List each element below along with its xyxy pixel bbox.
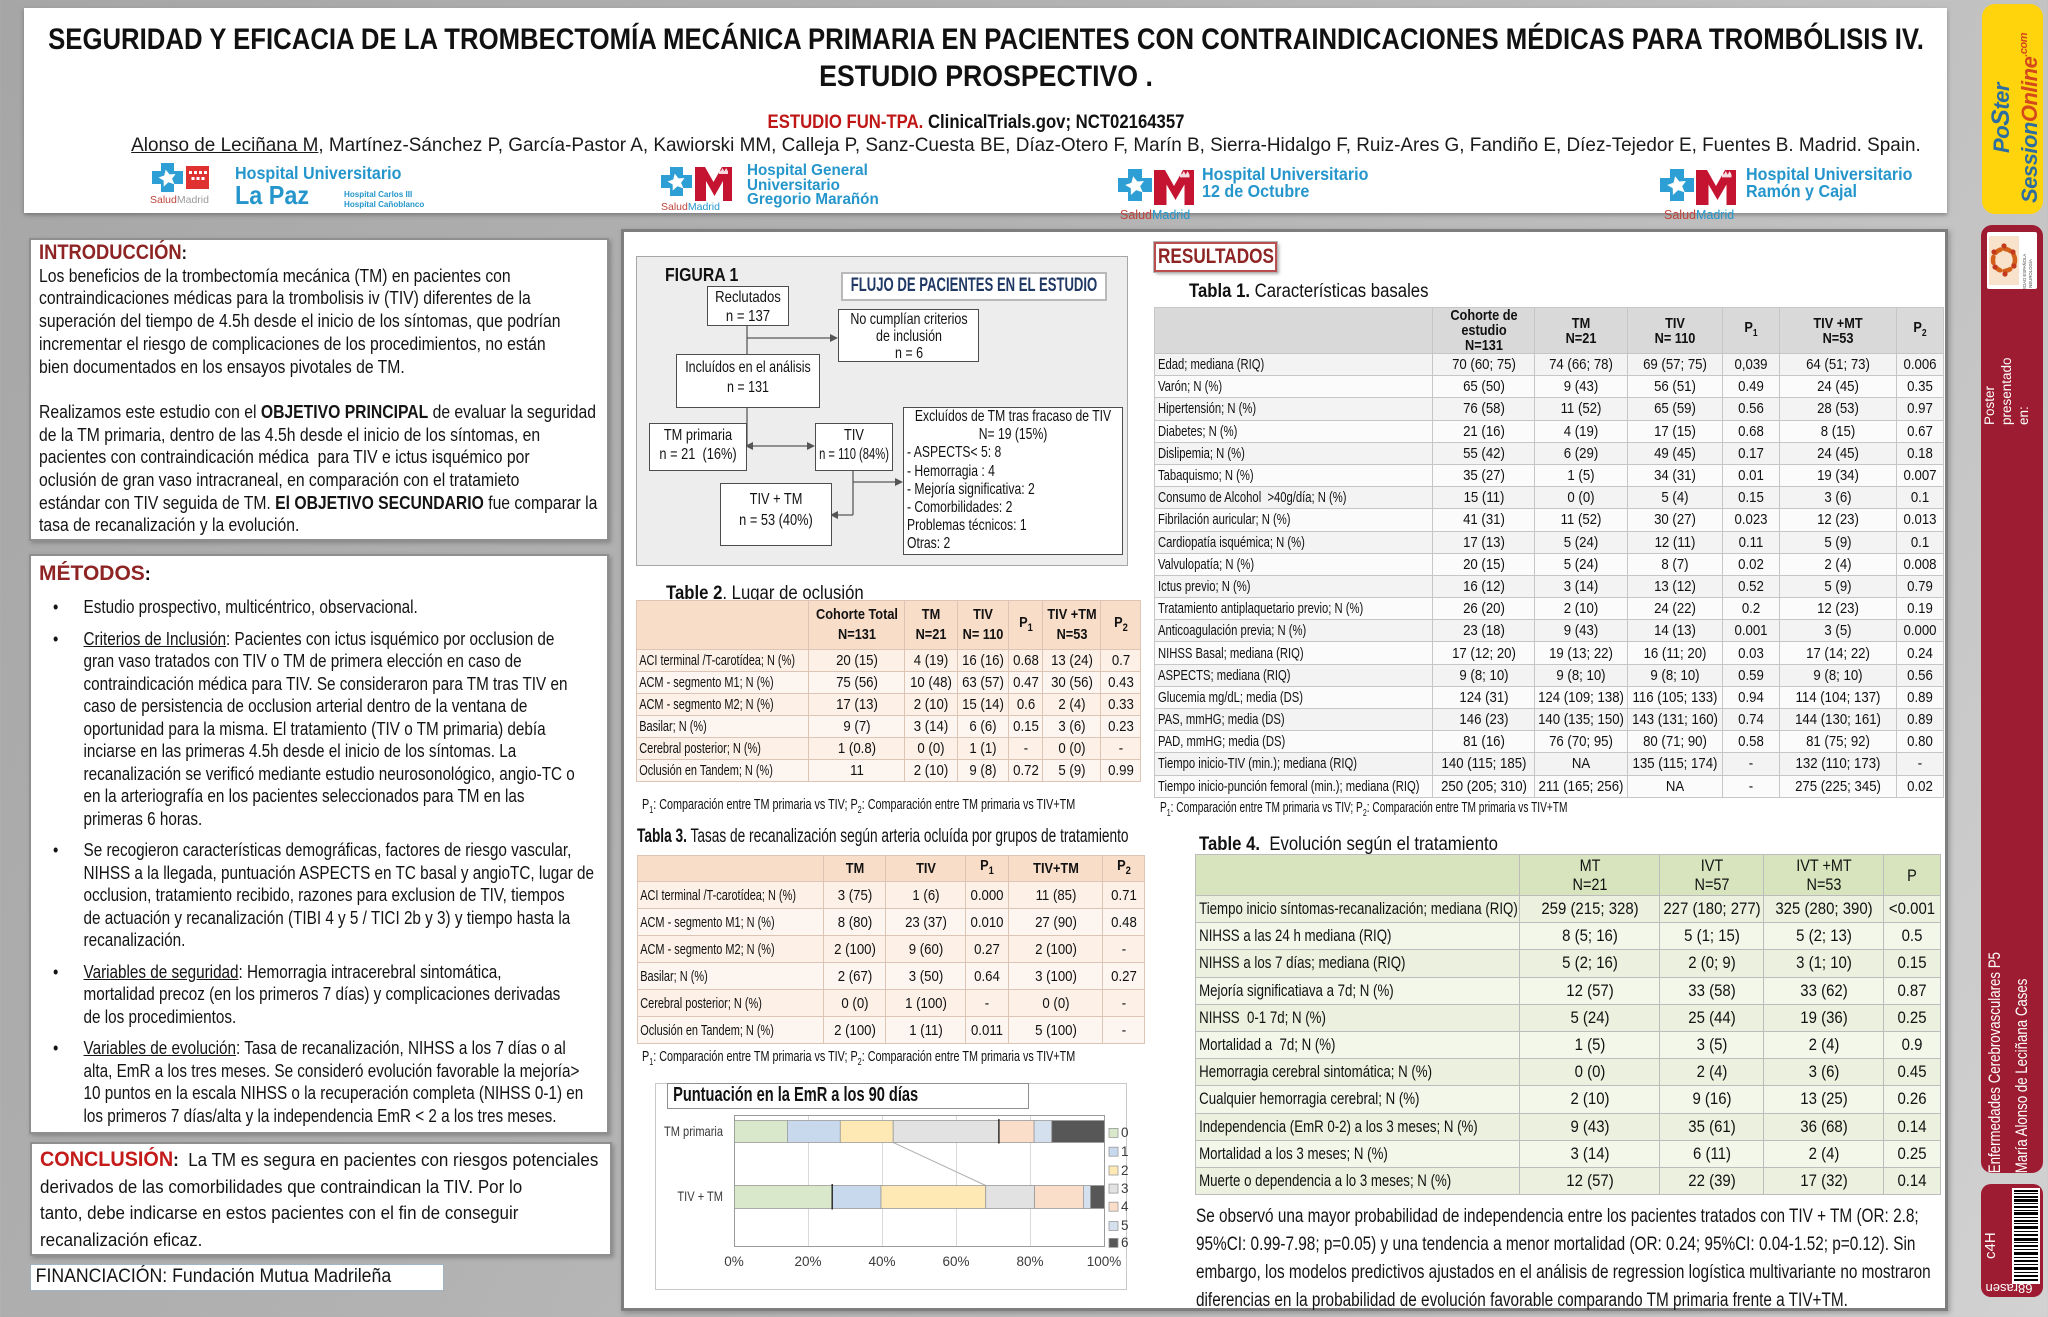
svg-text:TM primaria: TM primaria (664, 1124, 723, 1139)
svg-text:6: 6 (1121, 1235, 1129, 1250)
svg-text:0: 0 (1121, 1125, 1129, 1140)
svg-text:20%: 20% (794, 1254, 821, 1269)
svg-text:0%: 0% (724, 1254, 744, 1269)
svg-text:2: 2 (1121, 1163, 1129, 1178)
svg-text:5: 5 (1121, 1218, 1129, 1233)
svg-text:60%: 60% (942, 1254, 969, 1269)
svg-text:3: 3 (1121, 1181, 1129, 1196)
svg-text:1: 1 (1121, 1144, 1129, 1159)
svg-text:4: 4 (1121, 1199, 1129, 1214)
svg-text:100%: 100% (1087, 1254, 1122, 1269)
svg-text:DE NEUROLOGÍA: DE NEUROLOGÍA (2028, 259, 2033, 289)
svg-text:TIV + TM: TIV + TM (677, 1189, 723, 1204)
svg-text:80%: 80% (1016, 1254, 1043, 1269)
svg-text:SOCIEDAD ESPAÑOLA: SOCIEDAD ESPAÑOLA (2022, 254, 2027, 289)
svg-text:40%: 40% (868, 1254, 895, 1269)
